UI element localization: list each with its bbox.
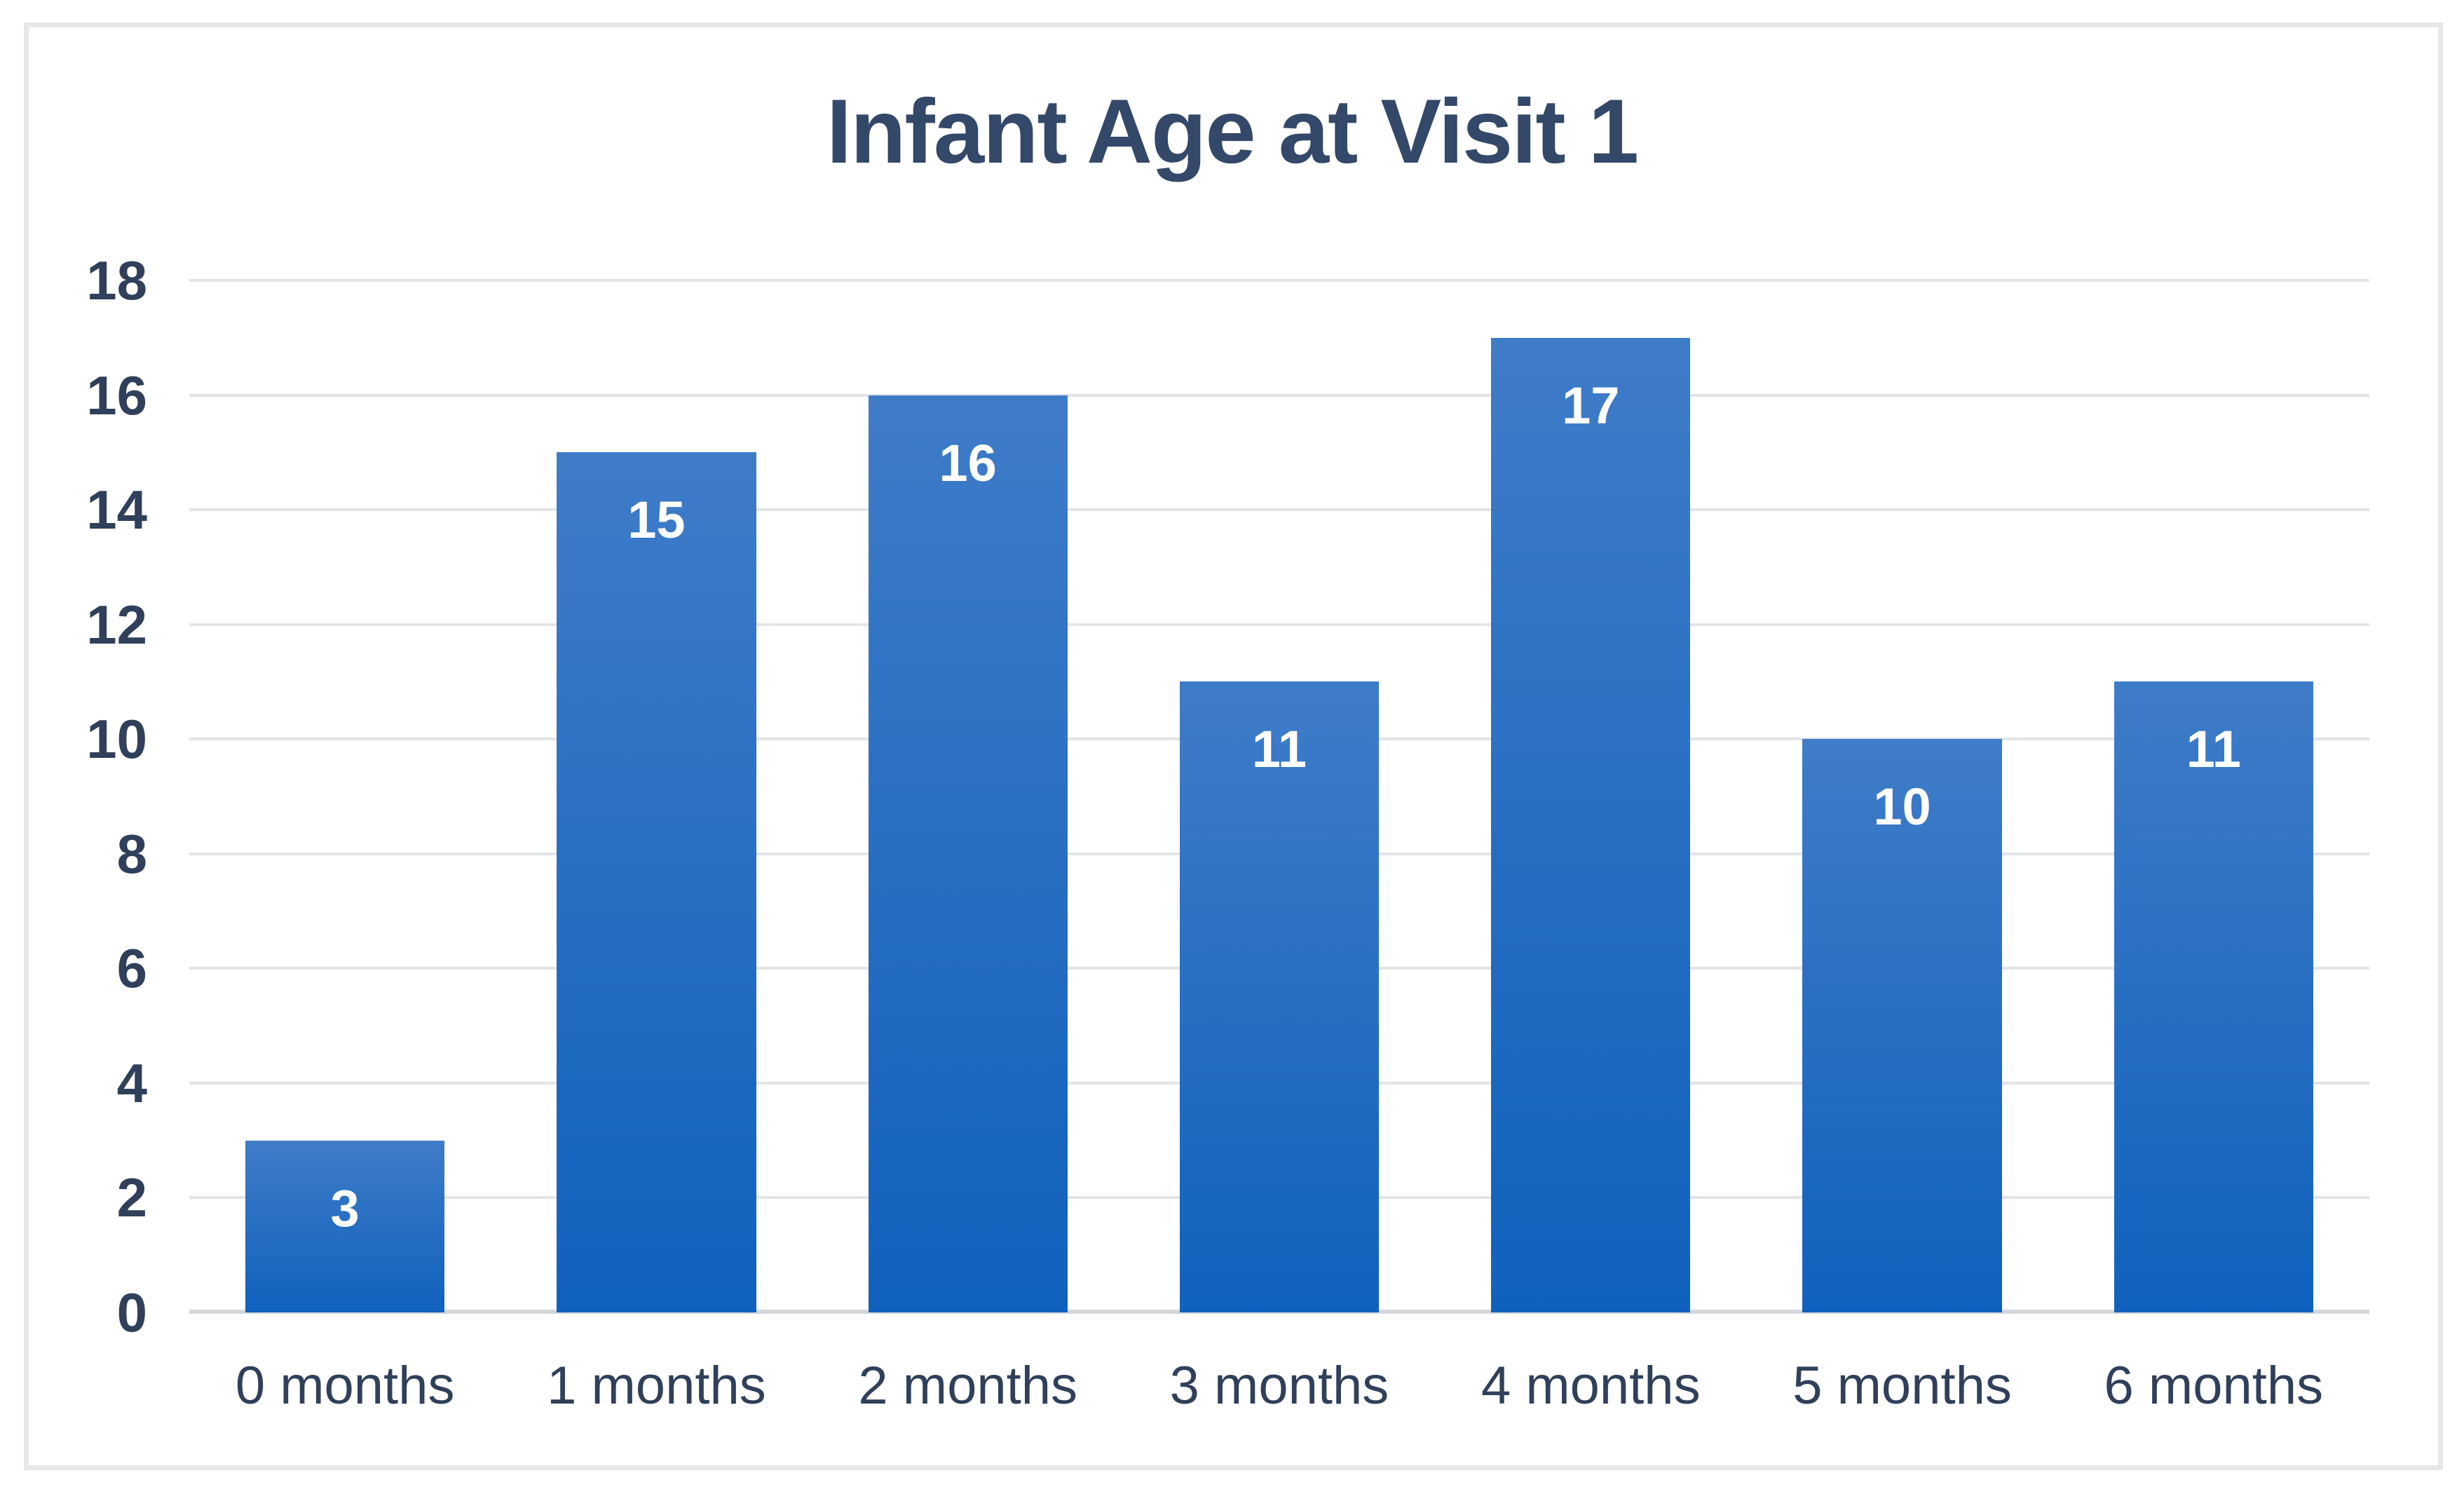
plot-area: 3 15 16 11 17 10 11 [189,279,2369,1314]
bar-value-label: 10 [1873,777,1931,836]
gridline [189,393,2369,397]
bar-value-label: 11 [2186,720,2241,779]
x-axis-category-label: 0 months [235,1356,455,1415]
chart-title: Infant Age at Visit 1 [826,80,1639,182]
bar-slot: 17 [1435,280,1746,1312]
bar: 16 [868,395,1068,1312]
bar: 11 [1179,681,1380,1312]
bar: 17 [1491,337,1691,1312]
bar: 15 [557,452,756,1312]
gridline [189,623,2369,626]
bar: 3 [245,1140,445,1312]
bar-value-label: 15 [627,491,686,550]
gridline [189,508,2369,512]
x-axis-category-label: 1 months [547,1356,766,1415]
x-axis-category-label: 6 months [2104,1356,2324,1415]
y-axis-tick-label: 8 [116,822,147,885]
bar-value-label: 11 [1251,720,1307,779]
y-axis: 0 2 4 6 8 10 12 14 16 18 [21,253,147,1340]
bar-slot: 3 [189,280,501,1312]
bar-slot: 11 [2058,280,2369,1312]
bar-value-label: 16 [939,433,997,492]
bar-slot: 16 [812,280,1124,1312]
y-axis-tick-label: 18 [86,250,147,311]
x-axis-category-label: 5 months [1792,1356,2012,1415]
bar: 10 [1802,739,2002,1312]
bar-value-label: 17 [1562,376,1620,435]
x-axis-labels: 0 months 1 months 2 months 3 months 4 months… [189,1347,2369,1425]
y-axis-tick-label: 12 [86,593,147,656]
y-axis-tick-label: 0 [116,1282,147,1343]
y-axis-tick-label: 2 [116,1167,147,1229]
y-axis-tick-label: 10 [86,708,147,770]
bar: 11 [2114,681,2313,1312]
y-axis-tick-label: 14 [86,479,147,541]
y-axis-tick-label: 16 [86,364,147,426]
bars: 3 15 16 11 17 10 11 [189,280,2369,1312]
x-axis-category-label: 3 months [1169,1356,1389,1415]
x-axis-category-label: 4 months [1481,1356,1701,1415]
gridline [189,279,2369,282]
bar-slot: 11 [1124,280,1435,1312]
bar-value-label: 3 [330,1179,360,1237]
x-axis-category-label: 2 months [858,1356,1077,1415]
bar-slot: 10 [1746,280,2057,1312]
y-axis-tick-label: 6 [116,937,147,1000]
bar-slot: 15 [501,280,812,1312]
y-axis-tick-label: 4 [116,1052,147,1114]
